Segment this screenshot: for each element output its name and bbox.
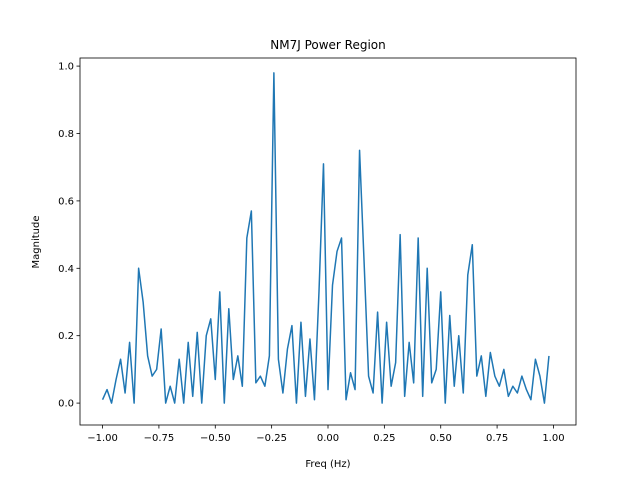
y-tick-label: 0.8 — [58, 129, 74, 140]
x-axis-label: Freq (Hz) — [305, 459, 350, 470]
x-tick-label: 1.00 — [542, 433, 564, 444]
chart-title: NM7J Power Region — [270, 38, 386, 52]
y-tick-label: 1.0 — [58, 62, 74, 73]
y-tick-label: 0.0 — [58, 399, 74, 410]
x-tick-label: 0.50 — [430, 433, 452, 444]
y-tick-label: 0.6 — [58, 196, 74, 207]
y-tick-label: 0.2 — [58, 331, 74, 342]
x-tick-label: 0.00 — [317, 433, 339, 444]
x-tick-label: 0.25 — [373, 433, 395, 444]
y-tick-label: 0.4 — [58, 264, 74, 275]
x-tick-label: −0.50 — [200, 433, 231, 444]
x-tick-label: 0.75 — [486, 433, 508, 444]
x-tick-label: −0.75 — [144, 433, 175, 444]
x-tick-label: −1.00 — [87, 433, 118, 444]
x-tick-label: −0.25 — [256, 433, 287, 444]
y-axis-label: Magnitude — [31, 216, 42, 269]
data-line — [101, 72, 550, 404]
